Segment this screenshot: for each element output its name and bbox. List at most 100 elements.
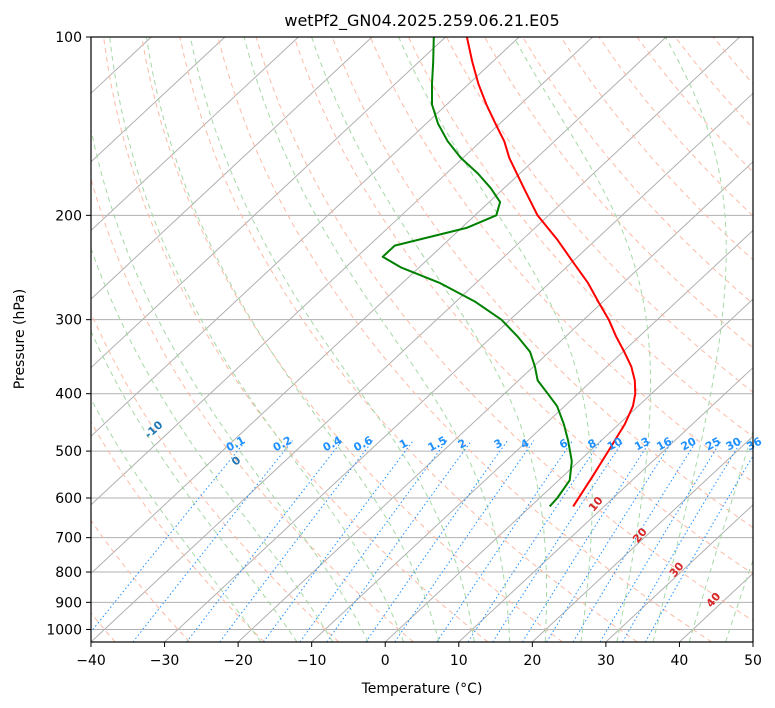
x-tick-label: 50 — [744, 653, 762, 669]
y-tick-label: 400 — [55, 387, 82, 403]
isotherm-line — [91, 37, 520, 437]
isotherm-line — [237, 161, 753, 642]
moist-adiabat-line — [311, 37, 548, 642]
isotherm-line — [91, 37, 741, 642]
y-tick-label: 800 — [55, 565, 82, 581]
y-tick-label: 600 — [55, 491, 82, 507]
moist-adiabat-line — [146, 37, 440, 642]
moist-adiabat-line — [109, 37, 405, 642]
dry-adiabat-line — [91, 177, 414, 642]
moist-adiabat-line — [725, 558, 753, 642]
moist-adiabat-label: 10 — [586, 494, 606, 514]
mixing-ratio-line — [365, 440, 508, 642]
dry-adiabat-line — [255, 37, 753, 622]
dry-adiabat-label: 0 — [229, 453, 244, 468]
y-tick-label: 1000 — [46, 622, 82, 638]
isotherm-line — [91, 37, 667, 575]
moist-adiabat-line — [243, 37, 511, 642]
mixing-ratio-label: 8 — [586, 436, 599, 451]
mixing-ratio-line — [522, 440, 652, 642]
dry-adiabat-line — [91, 421, 265, 642]
isotherm-line — [311, 229, 753, 642]
moist-adiabat-line — [91, 246, 334, 642]
mixing-ratio-label: 3 — [492, 436, 505, 451]
x-tick-label: 20 — [523, 653, 541, 669]
isotherm-line — [384, 298, 753, 642]
mixing-ratio-label: 2 — [456, 436, 469, 451]
isotherm-line — [91, 37, 593, 506]
dry-adiabat-line — [331, 37, 753, 529]
mixing-ratio-label: 25 — [703, 435, 723, 454]
isotherm-line — [458, 366, 753, 642]
x-tick-label: −10 — [297, 653, 327, 669]
x-axis: −40 −30 −20 −10 0 10 20 30 40 50 — [76, 642, 762, 669]
x-tick-label: −30 — [150, 653, 180, 669]
moist-adiabat-line — [91, 398, 262, 642]
mixing-ratio-line — [622, 440, 743, 642]
y-tick-label: 700 — [55, 531, 82, 547]
dry-adiabat-line — [407, 37, 753, 438]
mixing-ratio-label: 36 — [744, 435, 764, 454]
dry-adiabat-line — [712, 37, 753, 85]
y-tick-label: 100 — [55, 30, 82, 46]
x-tick-label: −20 — [223, 653, 253, 669]
profile-series — [381, 37, 637, 508]
mixing-ratio-line — [467, 440, 602, 642]
dry-adiabat-line — [141, 37, 563, 642]
x-tick-label: 10 — [450, 653, 468, 669]
chart-title: wetPf2_GN04.2025.259.06.21.E05 — [284, 11, 559, 31]
dry-adiabat-line — [103, 37, 489, 642]
mixing-ratio-line — [219, 440, 374, 642]
isotherm-line — [752, 641, 753, 642]
x-tick-label: −40 — [76, 653, 106, 669]
mixing-ratio-line — [436, 440, 573, 642]
temperature-profile-line — [465, 37, 637, 507]
y-tick-label: 200 — [55, 208, 82, 224]
mixing-ratio-line — [132, 440, 293, 642]
y-tick-label: 500 — [55, 444, 82, 460]
isotherm-line — [531, 435, 753, 642]
mixing-ratio-line — [572, 440, 698, 642]
dry-adiabat-line — [217, 37, 713, 642]
y-tick-label: 900 — [55, 595, 82, 611]
mixing-ratio-line — [644, 455, 753, 642]
dry-adiabat-line — [91, 311, 340, 642]
isotherm-line — [91, 37, 446, 369]
y-axis: 100 200 300 400 500 600 700 800 900 1000 — [46, 30, 91, 638]
mixing-ratio-line — [599, 440, 722, 642]
mixing-ratio-line — [492, 440, 624, 642]
mixing-ratio-line — [91, 440, 247, 633]
dry-adiabat-line — [179, 37, 638, 642]
mixing-ratio-label: 20 — [679, 435, 699, 454]
moist-adiabat-line — [91, 127, 369, 642]
x-tick-label: 40 — [671, 653, 689, 669]
moist-adiabat-label: 40 — [704, 590, 724, 610]
plot-frame — [90, 36, 754, 643]
isotherm-line — [679, 572, 753, 642]
moist-adiabat-line — [91, 330, 298, 642]
x-tick-label: 30 — [597, 653, 615, 669]
mixing-ratio-line — [263, 440, 414, 642]
x-tick-label: 0 — [381, 653, 390, 669]
moist-adiabat-line — [189, 37, 475, 642]
dry-adiabat-line — [293, 37, 753, 575]
moist-adiabat-line — [513, 37, 651, 642]
background-lines — [0, 37, 753, 642]
mixing-ratio-label: 16 — [654, 435, 674, 454]
isotherm-line — [91, 37, 299, 232]
isotherm-line — [605, 504, 753, 642]
isotherm-line — [91, 37, 226, 163]
y-tick-label: 300 — [55, 313, 82, 329]
mixing-ratio-line — [394, 440, 535, 642]
dry-adiabat-line — [636, 37, 753, 173]
mixing-ratio-line — [546, 440, 674, 642]
y-axis-title: Pressure (hPa) — [12, 289, 28, 389]
mixing-ratio-label: 30 — [724, 435, 744, 454]
mixing-ratio-label: 10 — [605, 435, 625, 454]
isotherm-line — [0, 37, 4, 642]
dewpoint-profile-line — [381, 37, 573, 508]
dry-adiabat-line — [598, 37, 753, 217]
mixing-ratio-label: 13 — [632, 435, 652, 454]
mixing-ratio-line — [299, 440, 448, 642]
